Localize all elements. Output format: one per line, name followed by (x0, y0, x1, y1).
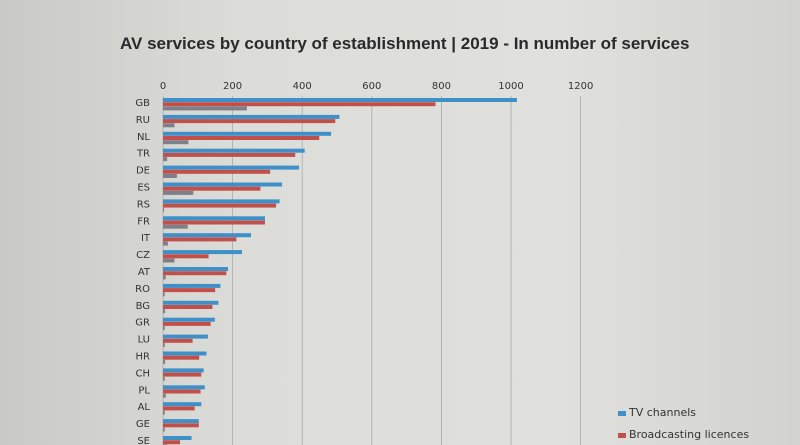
x-tick-label: 600 (362, 81, 381, 92)
y-tick-label: DE (136, 166, 150, 177)
bar (163, 148, 305, 153)
bar (163, 123, 175, 128)
y-tick-label: NL (137, 132, 150, 143)
bar (163, 224, 188, 229)
bar (163, 321, 211, 326)
bar (163, 410, 165, 415)
bar (163, 334, 208, 339)
x-tick-label: 0 (160, 81, 166, 92)
bar (163, 423, 199, 428)
bar (163, 190, 194, 195)
bar (163, 186, 261, 191)
bar (163, 106, 247, 111)
bar (163, 157, 168, 162)
x-tick-label: 800 (432, 81, 451, 92)
y-tick-label: ES (137, 183, 150, 194)
legend-item-tv-channels: TV channels (618, 406, 696, 419)
bar (163, 300, 219, 305)
bar (163, 102, 436, 107)
y-tick-label: FR (137, 216, 150, 227)
bar (163, 237, 237, 242)
bar (163, 436, 192, 440)
y-tick-label: GE (136, 419, 150, 430)
bar (163, 140, 189, 145)
bar (163, 355, 200, 360)
y-tick-label: RS (137, 199, 150, 210)
bar (163, 220, 265, 225)
y-tick-label: TR (136, 149, 150, 160)
y-tick-label: AT (138, 267, 151, 278)
y-tick-label: RU (136, 115, 150, 126)
bar (163, 119, 336, 124)
legend-swatch (618, 432, 626, 438)
bar (163, 406, 195, 411)
bar (163, 216, 265, 221)
bar (163, 207, 164, 212)
bar (163, 174, 177, 178)
bar (163, 326, 165, 331)
x-tick-label: 400 (293, 81, 312, 92)
bar (163, 368, 204, 373)
bar (163, 283, 221, 288)
x-tick-label: 1000 (498, 81, 523, 92)
bar (163, 317, 215, 322)
bar (163, 305, 213, 309)
bar (163, 338, 193, 343)
legend-label: TV channels (629, 406, 696, 419)
bar (163, 393, 166, 398)
bar (163, 233, 252, 238)
chart-title: AV services by country of establishment … (120, 34, 690, 53)
bar (163, 258, 175, 263)
y-tick-label: BG (136, 301, 150, 312)
bar (163, 288, 216, 293)
y-tick-label: SE (137, 436, 150, 445)
y-tick-label: HR (136, 352, 151, 363)
bar (163, 114, 340, 119)
y-tick-label: CH (135, 368, 150, 379)
bar (163, 182, 283, 187)
y-tick-label: IT (141, 233, 151, 244)
bar (163, 372, 202, 377)
y-tick-label: PL (138, 385, 150, 396)
bar (163, 152, 296, 157)
legend-swatch (618, 410, 626, 416)
bar (163, 203, 277, 208)
y-tick-label: AL (138, 402, 151, 413)
bar (163, 427, 165, 432)
bar (163, 267, 229, 271)
bar (163, 376, 165, 381)
bar (163, 131, 332, 136)
bar (163, 98, 517, 102)
bar (163, 343, 165, 347)
bar (163, 419, 199, 424)
legend-item-broadcasting-licences: Broadcasting licences (618, 428, 749, 441)
bar (163, 165, 300, 170)
bar (163, 136, 320, 140)
y-tick-label: CZ (136, 250, 150, 261)
bar (163, 275, 166, 280)
bar (163, 250, 242, 255)
x-tick-label: 1200 (568, 81, 593, 92)
legend-label: Broadcasting licences (629, 428, 750, 441)
x-tick-label: 200 (223, 81, 242, 92)
bar (163, 351, 207, 356)
y-tick-label: RO (135, 284, 150, 295)
bar (163, 359, 166, 364)
bar (163, 254, 209, 259)
bar (163, 385, 205, 390)
bar (163, 389, 201, 394)
bar (163, 292, 165, 297)
bar (163, 199, 280, 204)
bar (163, 402, 202, 407)
y-tick-label: GB (135, 98, 150, 109)
y-tick-label: GR (135, 318, 150, 329)
bar (163, 241, 168, 246)
y-tick-label: LU (138, 335, 150, 346)
bar (163, 271, 227, 276)
bar (163, 440, 181, 445)
bar (163, 169, 271, 174)
bar (163, 309, 166, 314)
